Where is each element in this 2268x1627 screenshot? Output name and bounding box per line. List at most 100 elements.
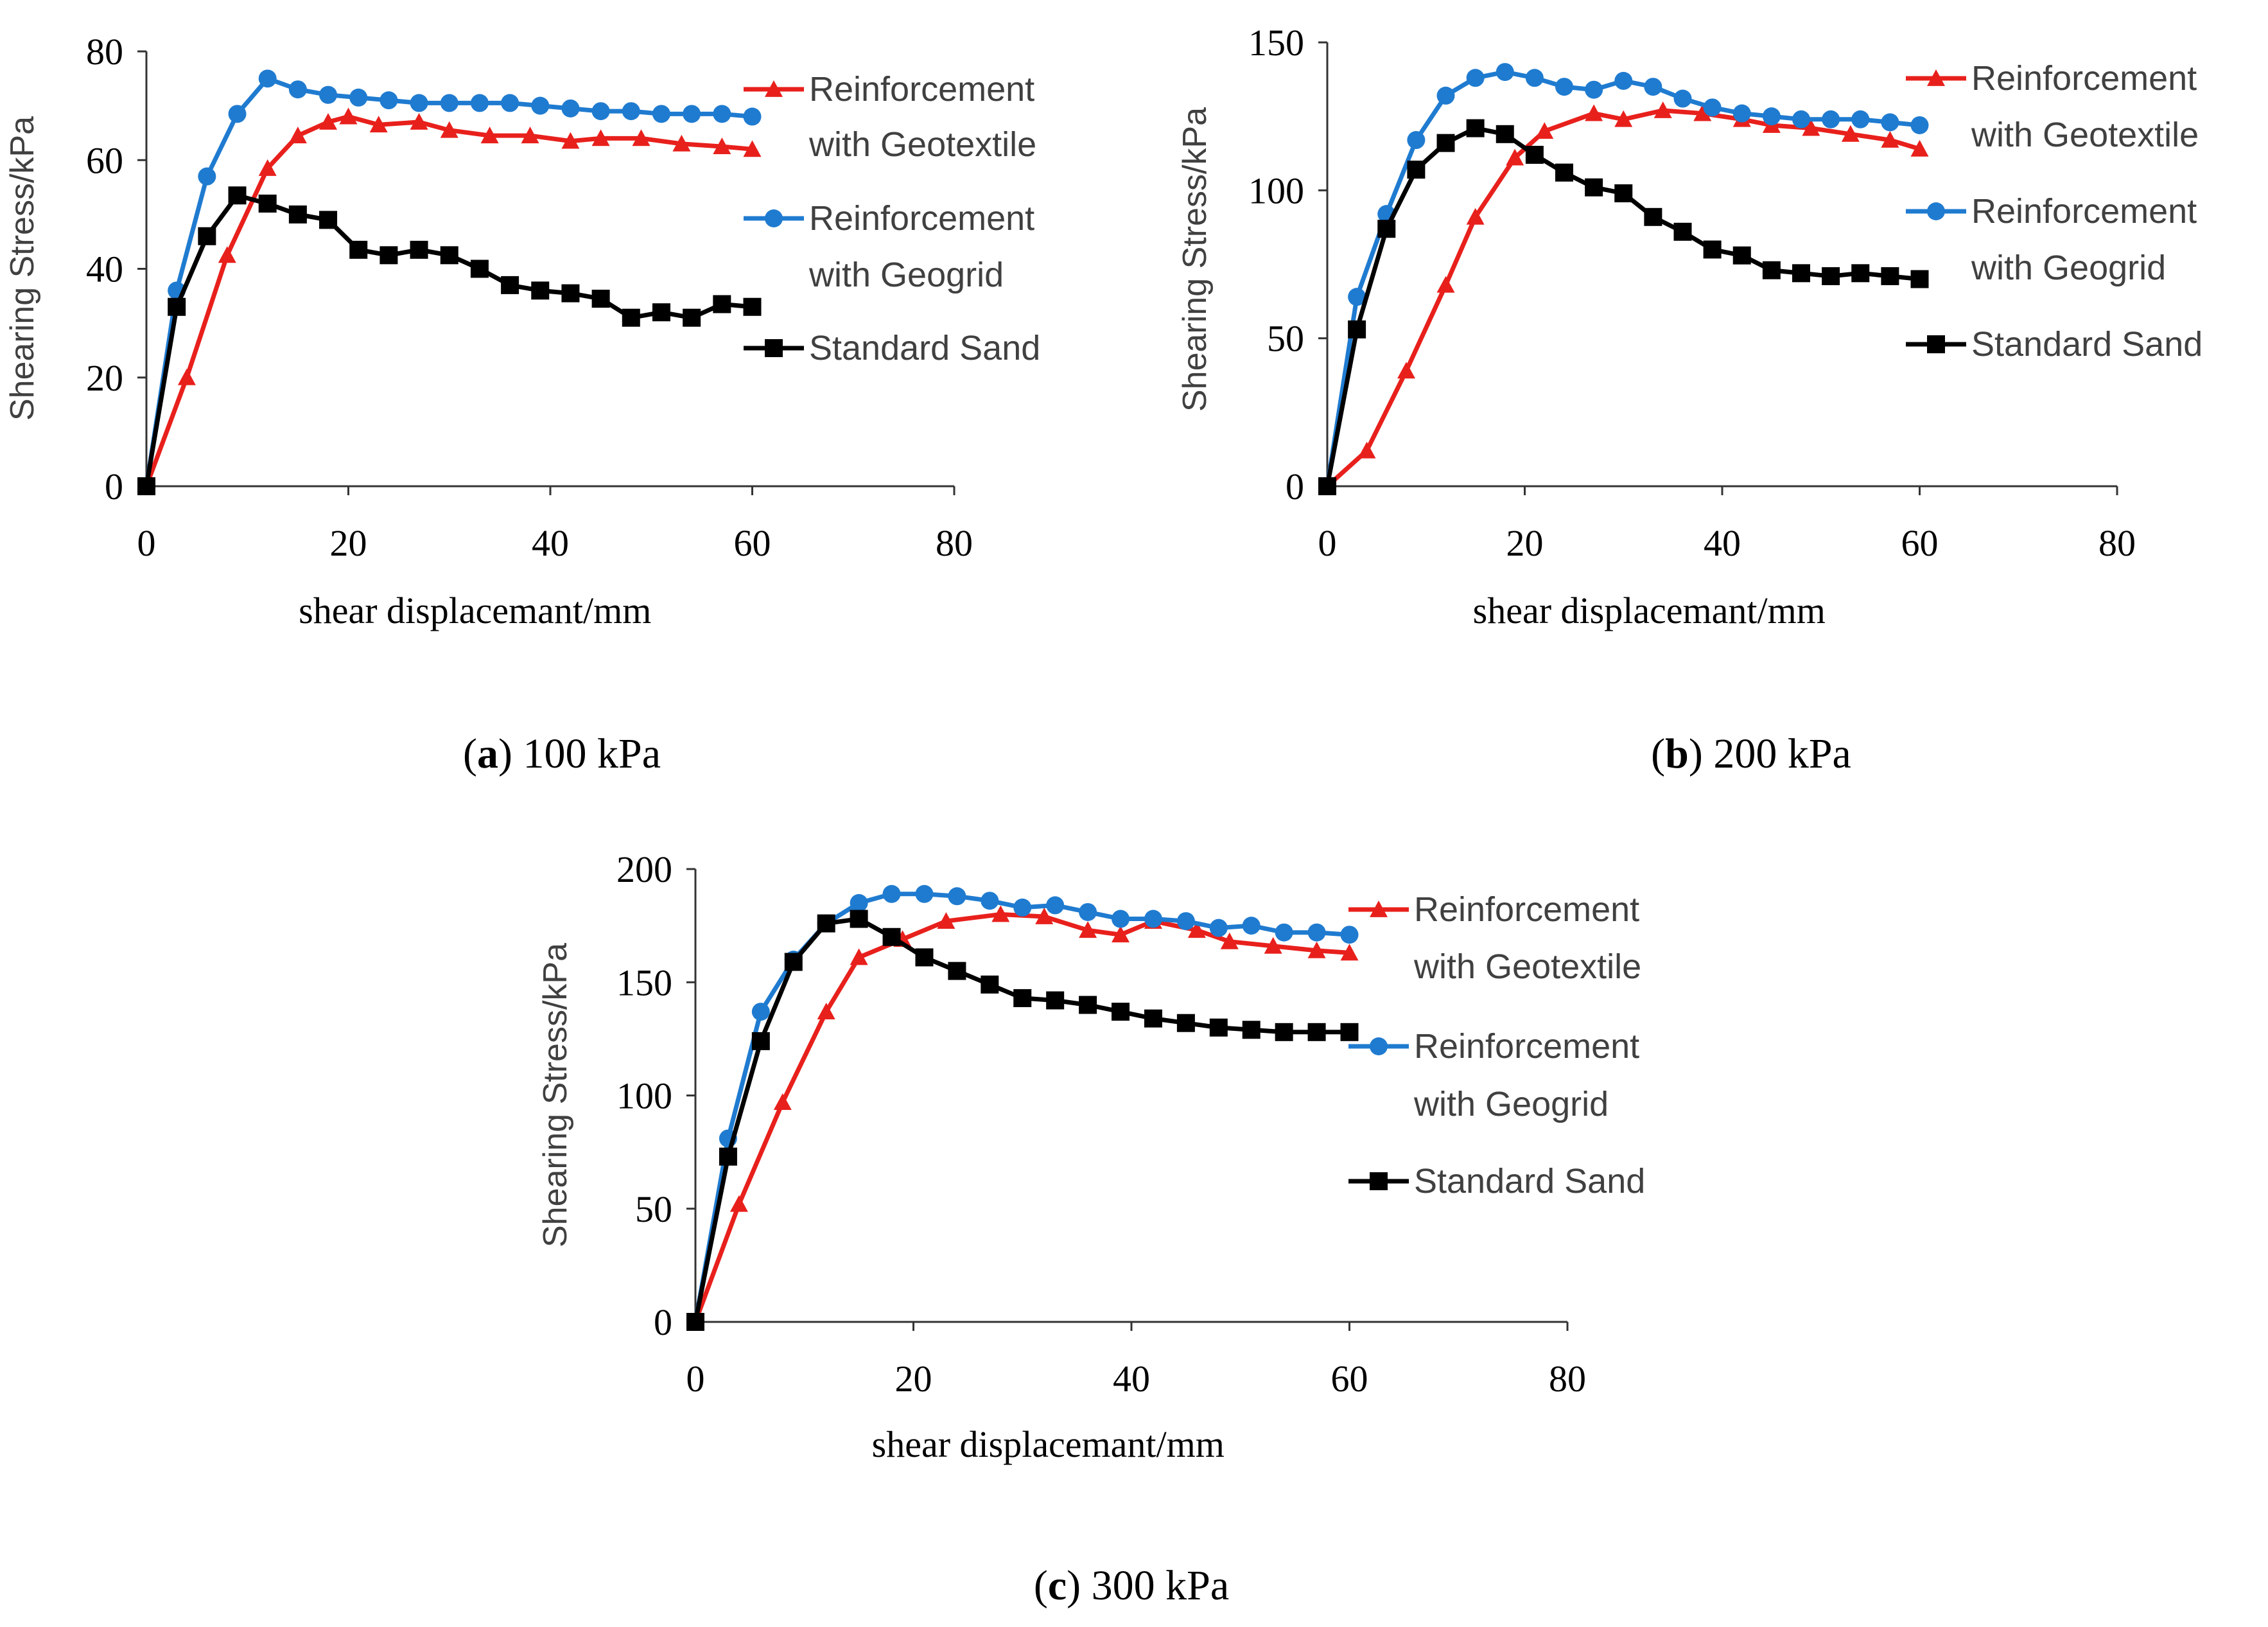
y-axis-title: Shearing Stress/kPa — [1176, 107, 1214, 412]
data-point-sand — [1436, 134, 1455, 152]
data-point-sand — [561, 284, 580, 303]
data-point-geotextile — [1802, 119, 1820, 136]
data-point-geogrid — [1348, 288, 1366, 306]
y-axis-title: Shearing Stress/kPa — [537, 943, 574, 1247]
data-point-geogrid — [349, 88, 368, 107]
data-point-sand — [1822, 267, 1840, 285]
y-axis-title: Shearing Stress/kPa — [4, 116, 41, 421]
data-point-sand — [948, 962, 966, 980]
data-point-sand — [1673, 222, 1692, 241]
data-point-geogrid — [981, 892, 999, 910]
legend-label: with Geotextile — [1971, 116, 2199, 154]
data-point-geogrid — [1496, 63, 1514, 82]
data-point-geogrid — [948, 887, 966, 906]
legend-label: with Geogrid — [1413, 1085, 1609, 1123]
x-tick-label: 0 — [686, 1358, 705, 1400]
data-point-geotextile — [1035, 908, 1054, 924]
legend-label: Reinforcement — [1971, 192, 2197, 231]
legend-item-geogrid: Reinforcement with Geogrid — [744, 199, 1034, 294]
data-point-sand — [1046, 991, 1065, 1010]
data-point-geotextile — [1220, 932, 1239, 949]
caption-paren-close: ) — [1067, 1562, 1091, 1609]
data-point-sand — [1792, 264, 1810, 283]
data-point-geotextile — [729, 1195, 748, 1212]
data-point-geogrid — [713, 105, 731, 123]
data-point-geogrid — [288, 80, 307, 99]
data-point-sand — [1496, 125, 1514, 143]
data-point-geogrid — [379, 91, 398, 110]
x-axis-title: shear displacemant/mm — [299, 590, 651, 631]
series-geogrid — [1318, 63, 1929, 495]
data-point-sand — [1242, 1021, 1260, 1039]
x-tick-label: 60 — [734, 522, 771, 564]
data-point-geogrid — [258, 69, 277, 88]
data-point-geotextile — [339, 107, 358, 125]
caption-pressure: 200 kPa — [1713, 730, 1851, 777]
data-point-geotextile — [410, 113, 428, 130]
data-point-sand — [1013, 989, 1032, 1007]
data-point-geogrid — [319, 85, 338, 104]
data-point-geotextile — [1187, 921, 1206, 938]
series-sand — [1318, 119, 1929, 495]
data-point-geotextile — [1340, 944, 1359, 961]
data-point-sand — [1762, 261, 1781, 279]
data-point-geogrid — [1673, 89, 1692, 108]
data-point-geogrid — [501, 94, 519, 112]
data-point-geotextile — [991, 905, 1010, 922]
data-point-geogrid — [1614, 71, 1633, 90]
series-geotextile — [1318, 101, 1929, 494]
data-point-geogrid — [1732, 104, 1751, 123]
data-point-geotextile — [480, 127, 499, 144]
data-point-sand — [850, 910, 868, 928]
caption-paren-open: ( — [1034, 1562, 1048, 1609]
data-point-sand — [719, 1147, 737, 1166]
legend-label: with Geotextile — [1413, 947, 1641, 986]
chart-panel-c: 0 50 100 150 200 0 20 40 60 80 shear displacemant/… — [537, 849, 1645, 1609]
data-point-geotextile — [258, 159, 277, 176]
data-point-geogrid — [882, 884, 901, 903]
data-point-sand — [198, 227, 216, 245]
square-icon — [1370, 1172, 1388, 1190]
legend-item-geogrid: Reinforcement with Geogrid — [1906, 192, 2197, 287]
data-point-geogrid — [683, 105, 701, 123]
data-point-sand — [1732, 246, 1751, 265]
data-point-geotextile — [1693, 104, 1712, 121]
y-tick-label: 150 — [1248, 22, 1304, 64]
caption-paren-close: ) — [498, 730, 523, 777]
data-point-sand — [652, 303, 670, 322]
data-point-geogrid — [1209, 919, 1228, 937]
data-point-geogrid — [1307, 923, 1326, 942]
x-tick-label: 40 — [1704, 522, 1741, 564]
x-tick-label: 20 — [330, 522, 367, 564]
triangle-icon — [765, 80, 783, 97]
x-tick-label: 20 — [895, 1358, 932, 1400]
data-point-sand — [168, 297, 186, 316]
data-point-sand — [683, 308, 701, 327]
x-tick-label: 0 — [1318, 522, 1337, 564]
data-point-geogrid — [1242, 917, 1260, 935]
data-point-sand — [915, 948, 934, 967]
data-point-geogrid — [1881, 113, 1899, 132]
data-point-geogrid — [1436, 86, 1455, 105]
legend-label: Standard Sand — [1971, 325, 2203, 364]
y-tick-label: 0 — [654, 1301, 672, 1343]
chart-panel-a: 0 20 40 60 80 0 20 40 60 80 shear displacemant/mm S… — [4, 31, 1040, 777]
legend-label: Standard Sand — [809, 329, 1040, 367]
legend-label: Reinforcement — [1414, 890, 1639, 929]
legend-label: with Geogrid — [808, 256, 1004, 294]
data-point-sand — [1525, 146, 1544, 164]
data-point-geogrid — [1407, 131, 1426, 150]
data-point-geotextile — [672, 134, 691, 152]
y-tick-label: 0 — [105, 466, 123, 507]
data-point-geotextile — [1397, 362, 1415, 379]
data-point-sand — [1466, 119, 1485, 137]
data-point-sand — [882, 928, 901, 946]
data-point-sand — [751, 1032, 770, 1050]
data-point-sand — [531, 281, 550, 300]
data-point-geogrid — [915, 884, 934, 903]
data-point-geogrid — [1792, 110, 1810, 128]
data-point-sand — [1340, 1023, 1359, 1041]
data-point-geotextile — [369, 116, 388, 133]
data-point-geotextile — [1357, 441, 1376, 459]
